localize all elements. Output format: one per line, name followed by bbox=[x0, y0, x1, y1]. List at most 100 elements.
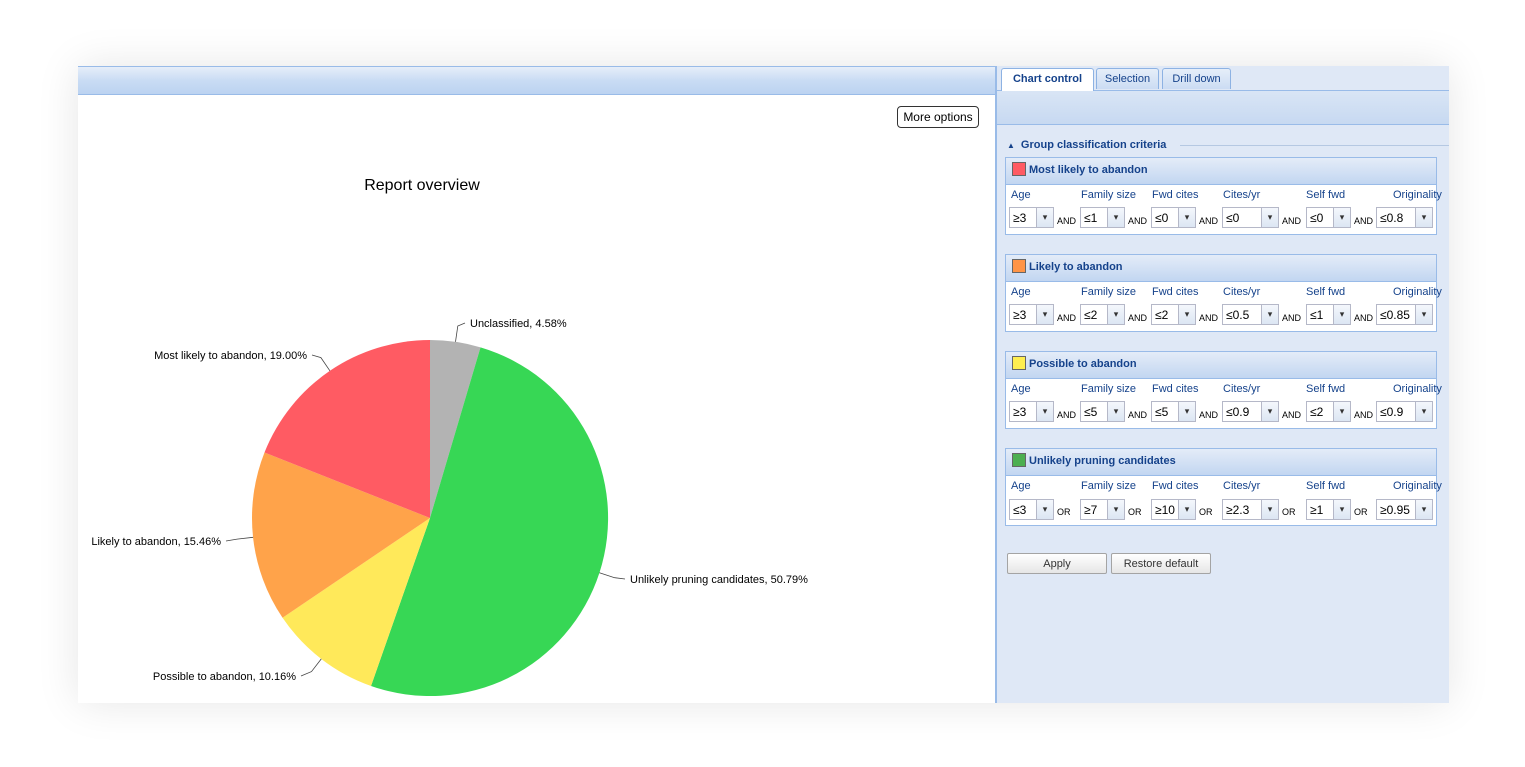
pie-data-label: Unclassified, 4.58% bbox=[470, 318, 567, 330]
criteria-combo-value: ≥7 bbox=[1084, 503, 1109, 517]
field-label: Family size bbox=[1081, 480, 1136, 492]
logic-operator: AND bbox=[1354, 410, 1373, 420]
criteria-combo[interactable]: ≤3▾ bbox=[1009, 499, 1054, 520]
chevron-down-icon[interactable]: ▾ bbox=[1261, 305, 1278, 324]
criteria-combo[interactable]: ≤0▾ bbox=[1306, 207, 1351, 228]
criteria-combo-value: ≤0 bbox=[1155, 211, 1180, 225]
chevron-down-icon[interactable]: ▾ bbox=[1178, 402, 1195, 421]
criteria-combo-value: ≤0.5 bbox=[1226, 308, 1263, 322]
apply-button[interactable]: Apply bbox=[1007, 553, 1107, 574]
criteria-group-title: Possible to abandon bbox=[1029, 358, 1137, 370]
criteria-group-title: Likely to abandon bbox=[1029, 261, 1123, 273]
chevron-down-icon[interactable]: ▾ bbox=[1333, 402, 1350, 421]
tab-strip: Chart control Selection Drill down bbox=[997, 66, 1449, 91]
chevron-down-icon[interactable]: ▾ bbox=[1036, 208, 1053, 227]
chevron-down-icon[interactable]: ▾ bbox=[1036, 305, 1053, 324]
chevron-down-icon[interactable]: ▾ bbox=[1107, 208, 1124, 227]
criteria-combo-value: ≤5 bbox=[1155, 405, 1180, 419]
pie-data-label: Possible to abandon, 10.16% bbox=[153, 671, 296, 683]
criteria-combo[interactable]: ≤5▾ bbox=[1151, 401, 1196, 422]
field-label: Family size bbox=[1081, 189, 1136, 201]
criteria-combo-value: ≥0.95 bbox=[1380, 503, 1417, 517]
chevron-down-icon[interactable]: ▾ bbox=[1415, 500, 1432, 519]
criteria-combo[interactable]: ≤0.9▾ bbox=[1376, 401, 1433, 422]
criteria-combo[interactable]: ≥3▾ bbox=[1009, 207, 1054, 228]
chevron-down-icon[interactable]: ▾ bbox=[1415, 305, 1432, 324]
criteria-combo-value: ≤2 bbox=[1155, 308, 1180, 322]
tab-drill-down[interactable]: Drill down bbox=[1162, 68, 1231, 89]
criteria-combo-value: ≥10 bbox=[1155, 503, 1180, 517]
tab-chart-control[interactable]: Chart control bbox=[1001, 68, 1094, 91]
fieldset-divider bbox=[1180, 145, 1449, 146]
logic-operator: AND bbox=[1282, 313, 1301, 323]
pie-leader-line bbox=[226, 537, 253, 541]
criteria-combo[interactable]: ≤0▾ bbox=[1151, 207, 1196, 228]
chevron-down-icon[interactable]: ▾ bbox=[1415, 208, 1432, 227]
chevron-down-icon[interactable]: ▾ bbox=[1178, 208, 1195, 227]
restore-default-button[interactable]: Restore default bbox=[1111, 553, 1211, 574]
chevron-down-icon[interactable]: ▾ bbox=[1261, 208, 1278, 227]
criteria-combo[interactable]: ≥3▾ bbox=[1009, 304, 1054, 325]
criteria-group-header: Possible to abandon bbox=[1006, 352, 1436, 379]
pie-leader-line bbox=[312, 355, 330, 371]
chart-panel: More options Report overview Unclassifie… bbox=[78, 66, 995, 703]
criteria-group-title: Most likely to abandon bbox=[1029, 164, 1148, 176]
logic-operator: OR bbox=[1282, 507, 1296, 517]
chevron-down-icon[interactable]: ▾ bbox=[1261, 402, 1278, 421]
criteria-combo[interactable]: ≤0▾ bbox=[1222, 207, 1279, 228]
criteria-combo[interactable]: ≥7▾ bbox=[1080, 499, 1125, 520]
chevron-down-icon[interactable]: ▾ bbox=[1107, 305, 1124, 324]
criteria-combo[interactable]: ≤0.8▾ bbox=[1376, 207, 1433, 228]
chevron-down-icon[interactable]: ▾ bbox=[1107, 402, 1124, 421]
chevron-down-icon[interactable]: ▾ bbox=[1036, 402, 1053, 421]
criteria-group: Most likely to abandonAge≥3▾ANDFamily si… bbox=[1005, 157, 1437, 235]
criteria-combo[interactable]: ≥2.3▾ bbox=[1222, 499, 1279, 520]
criteria-combo[interactable]: ≤0.5▾ bbox=[1222, 304, 1279, 325]
criteria-combo[interactable]: ≤1▾ bbox=[1080, 207, 1125, 228]
chevron-down-icon[interactable]: ▾ bbox=[1333, 208, 1350, 227]
logic-operator: AND bbox=[1354, 313, 1373, 323]
field-label: Originality bbox=[1393, 286, 1442, 298]
field-label: Family size bbox=[1081, 286, 1136, 298]
chevron-down-icon[interactable]: ▾ bbox=[1178, 500, 1195, 519]
tab-selection[interactable]: Selection bbox=[1096, 68, 1159, 89]
field-label: Cites/yr bbox=[1223, 383, 1260, 395]
criteria-group-header: Most likely to abandon bbox=[1006, 158, 1436, 185]
logic-operator: OR bbox=[1199, 507, 1213, 517]
group-color-swatch bbox=[1012, 453, 1026, 467]
field-label: Fwd cites bbox=[1152, 480, 1198, 492]
field-label: Self fwd bbox=[1306, 189, 1345, 201]
chevron-down-icon[interactable]: ▾ bbox=[1178, 305, 1195, 324]
field-label: Age bbox=[1011, 480, 1031, 492]
criteria-combo[interactable]: ≤2▾ bbox=[1080, 304, 1125, 325]
criteria-combo[interactable]: ≤2▾ bbox=[1151, 304, 1196, 325]
field-label: Age bbox=[1011, 383, 1031, 395]
pie-data-label: Likely to abandon, 15.46% bbox=[91, 536, 221, 548]
criteria-combo[interactable]: ≤0.85▾ bbox=[1376, 304, 1433, 325]
field-label: Cites/yr bbox=[1223, 480, 1260, 492]
chevron-down-icon[interactable]: ▾ bbox=[1333, 305, 1350, 324]
chevron-down-icon[interactable]: ▾ bbox=[1261, 500, 1278, 519]
chevron-down-icon[interactable]: ▾ bbox=[1036, 500, 1053, 519]
criteria-combo[interactable]: ≥3▾ bbox=[1009, 401, 1054, 422]
pie-data-label: Most likely to abandon, 19.00% bbox=[154, 350, 307, 362]
criteria-combo[interactable]: ≤0.9▾ bbox=[1222, 401, 1279, 422]
criteria-combo[interactable]: ≥1▾ bbox=[1306, 499, 1351, 520]
criteria-combo-value: ≤3 bbox=[1013, 503, 1038, 517]
chevron-down-icon[interactable]: ▾ bbox=[1333, 500, 1350, 519]
criteria-combo-value: ≥1 bbox=[1310, 503, 1335, 517]
criteria-combo[interactable]: ≤5▾ bbox=[1080, 401, 1125, 422]
collapse-arrow-icon[interactable]: ▲ bbox=[1007, 141, 1015, 150]
criteria-combo[interactable]: ≤2▾ bbox=[1306, 401, 1351, 422]
criteria-combo[interactable]: ≥0.95▾ bbox=[1376, 499, 1433, 520]
field-label: Self fwd bbox=[1306, 480, 1345, 492]
fieldset-legend[interactable]: ▲Group classification criteria bbox=[1007, 139, 1166, 151]
criteria-group-header: Likely to abandon bbox=[1006, 255, 1436, 282]
criteria-combo[interactable]: ≥10▾ bbox=[1151, 499, 1196, 520]
control-toolbar bbox=[997, 91, 1449, 125]
chevron-down-icon[interactable]: ▾ bbox=[1415, 402, 1432, 421]
logic-operator: AND bbox=[1128, 216, 1147, 226]
chevron-down-icon[interactable]: ▾ bbox=[1107, 500, 1124, 519]
logic-operator: AND bbox=[1057, 216, 1076, 226]
criteria-combo[interactable]: ≤1▾ bbox=[1306, 304, 1351, 325]
